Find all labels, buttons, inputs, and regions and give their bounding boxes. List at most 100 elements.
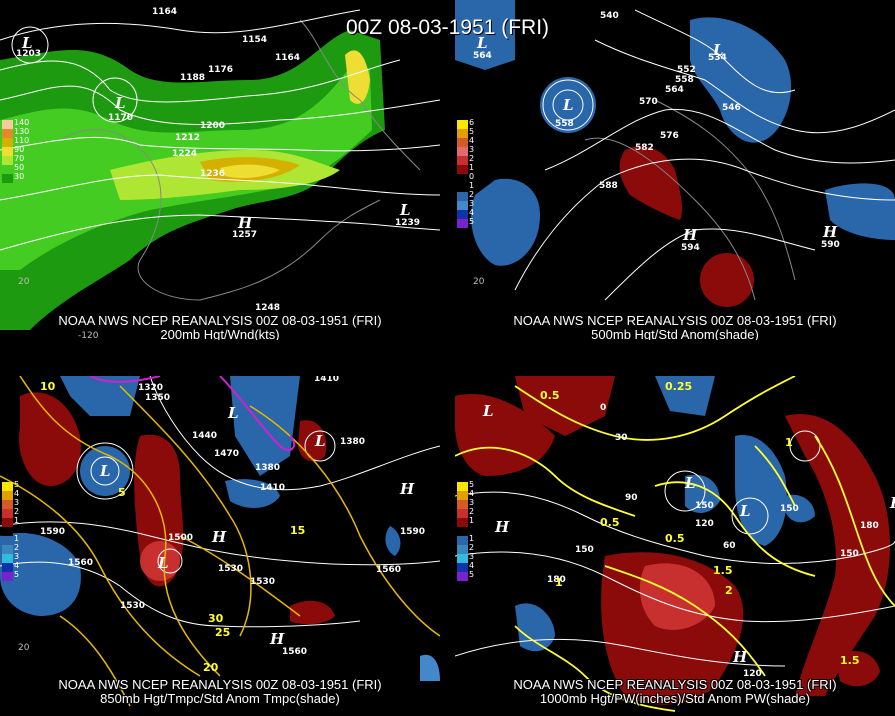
temp-label: 20 <box>203 661 219 674</box>
legend-label: 130 <box>14 127 30 136</box>
contour-label: 540 <box>600 11 619 21</box>
low-marker: L <box>227 404 239 422</box>
contour-label: 1200 <box>200 121 225 131</box>
legend-label: 5 <box>14 480 20 489</box>
contour-label: 150 <box>780 504 799 514</box>
contour-label: 1590 <box>400 527 425 537</box>
legend-label: 1 <box>469 516 475 525</box>
panel-title-line1: NOAA NWS NCEP REANALYSIS 00Z 08-03-1951 … <box>58 313 382 328</box>
low-marker: L <box>482 402 494 420</box>
legend-swatch: 1 <box>2 516 19 527</box>
contour-label: 150 <box>695 501 714 511</box>
contour-label: 120 <box>743 669 762 679</box>
legend-label: 1 <box>469 163 475 172</box>
legend-label: 2 <box>469 507 475 516</box>
legend-swatch: 110 <box>2 136 29 147</box>
legend-swatch: 4 <box>457 136 474 147</box>
low-marker: L <box>739 502 751 520</box>
contour-label: 1212 <box>175 133 200 143</box>
contour-label: 1320 <box>138 383 163 393</box>
low-marker: L <box>562 96 574 114</box>
high-marker: H <box>494 518 510 536</box>
map-850mb <box>0 376 440 707</box>
map-200mb <box>0 9 440 330</box>
legend-swatch: 5 <box>2 480 19 491</box>
pw-label: 1 <box>785 436 793 449</box>
labels-200mb: 1164 1154 1176 1164 1188 1200 1212 1224 … <box>16 7 420 340</box>
map-500mb <box>455 0 895 307</box>
contour-label: 150 <box>575 545 594 555</box>
contour-label: 1203 <box>16 49 41 59</box>
legend-swatch: 1 <box>457 163 474 174</box>
contour-label: 1188 <box>180 73 205 83</box>
panel-title-line2: 1000mb Hgt/PW(inches)/Std Anom PW(shade) <box>539 691 811 706</box>
high-marker: H <box>822 223 838 241</box>
high-marker: H <box>399 480 415 498</box>
legend-swatch: 5 <box>2 570 19 581</box>
contour-label: 1164 <box>275 53 300 63</box>
panel-title: NOAA NWS NCEP REANALYSIS 00Z 08-03-1951 … <box>0 313 440 341</box>
legend-swatch: 3 <box>2 498 19 509</box>
legend-swatch: 2 <box>2 543 19 554</box>
contour-label: 1560 <box>282 647 307 657</box>
legend-label: 4 <box>14 561 20 570</box>
contour-label: 564 <box>473 51 492 61</box>
legend-label: 5 <box>469 570 475 579</box>
legend-swatch: 90 <box>2 145 24 156</box>
contour-label: 1176 <box>208 65 233 75</box>
legend-swatch: 30 <box>2 172 24 183</box>
legend-swatch: 70 <box>2 154 24 165</box>
legend-label: 70 <box>14 154 25 163</box>
legend-label: 3 <box>469 199 475 208</box>
legend-swatch: 3 <box>457 498 474 509</box>
legend-swatch: 130 <box>2 127 29 138</box>
legend-label: 1 <box>469 534 475 543</box>
legend-label: 30 <box>14 172 25 181</box>
legend-swatch: 4 <box>457 208 474 219</box>
temp-label: 5 <box>118 486 126 499</box>
contour-label: 1530 <box>250 577 275 587</box>
contour-label: 1470 <box>214 449 239 459</box>
contour-label: 180 <box>547 575 566 585</box>
contour-label: 1224 <box>172 149 197 159</box>
contour-label: 552 <box>677 65 696 75</box>
legend-label: 4 <box>469 561 475 570</box>
longitude-label: -120 <box>78 331 99 340</box>
legend-swatch: 1 <box>457 534 474 545</box>
latitude-label: 20 <box>473 277 485 287</box>
legend-label: 5 <box>14 570 20 579</box>
pw-label: 1.5 <box>713 564 733 577</box>
contour-label: 1380 <box>255 463 280 473</box>
map-1000mb <box>455 376 895 712</box>
legend-label: 1 <box>14 516 20 525</box>
contour-label: 90 <box>625 493 638 503</box>
contour-label: 582 <box>635 143 654 153</box>
low-marker: L <box>712 41 724 59</box>
contour-label: 1530 <box>120 601 145 611</box>
contour-label: 1410 <box>314 376 339 384</box>
low-marker: L <box>157 554 169 572</box>
contour-label: 546 <box>722 103 741 113</box>
pw-label: 1 <box>555 576 563 589</box>
low-marker: L <box>314 432 326 450</box>
temp-label: 10 <box>40 380 56 393</box>
temp-label: 15 <box>290 524 305 537</box>
contour-label: 1170 <box>108 113 133 123</box>
legend-label: 110 <box>14 136 30 145</box>
legend-label: 3 <box>14 498 20 507</box>
legend-swatch: 2 <box>457 507 474 518</box>
labels-850mb: 1320 1350 1410 1380 1440 1470 1380 1410 … <box>18 376 425 674</box>
legend-swatch: 5 <box>457 480 474 491</box>
low-marker: L <box>114 94 126 112</box>
legend-label: 4 <box>469 136 475 145</box>
panel-500mb: 540 552 558 564 570 576 582 588 534 546 … <box>455 0 895 340</box>
contour-label: 180 <box>860 521 879 531</box>
high-marker: H <box>237 214 253 232</box>
contour-label: 576 <box>660 131 679 141</box>
legend-label: 3 <box>469 145 475 154</box>
contour-label: 534 <box>708 53 727 63</box>
latitude-label: 20 <box>18 643 30 653</box>
legend-200mb: 140 130 110 90 70 50 30 <box>2 118 29 183</box>
